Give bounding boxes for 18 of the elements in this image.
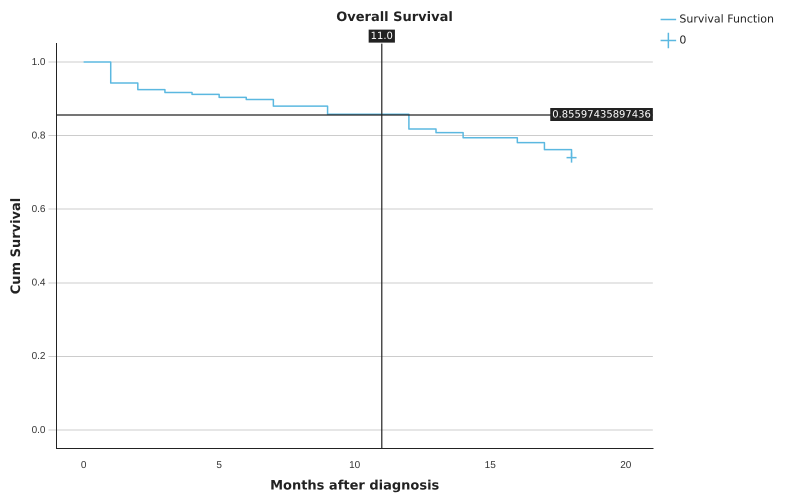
y-tick-label: 0.8 bbox=[32, 130, 46, 142]
x-tick-label: 10 bbox=[349, 460, 361, 472]
ref-line-label: 0.85597435897436 bbox=[552, 110, 651, 121]
x-tick-label: 20 bbox=[620, 460, 632, 472]
chart-title: Overall Survival bbox=[336, 10, 453, 26]
y-tick-label: 0.4 bbox=[32, 278, 46, 289]
legend-label: 0 bbox=[679, 33, 686, 46]
y-tick-label: 0.6 bbox=[32, 204, 46, 215]
y-tick-label: 0.0 bbox=[32, 424, 46, 436]
legend-label: Survival Function bbox=[679, 12, 774, 26]
ref-line-label: 11.0 bbox=[370, 31, 393, 42]
x-axis-title: Months after diagnosis bbox=[270, 478, 440, 494]
x-tick-label: 5 bbox=[216, 460, 222, 472]
y-tick-label: 1.0 bbox=[32, 56, 46, 68]
y-axis-title: Cum Survival bbox=[9, 198, 24, 294]
x-tick-label: 0 bbox=[80, 460, 87, 472]
y-tick-label: 0.2 bbox=[32, 351, 46, 362]
x-tick-label: 15 bbox=[484, 460, 496, 472]
